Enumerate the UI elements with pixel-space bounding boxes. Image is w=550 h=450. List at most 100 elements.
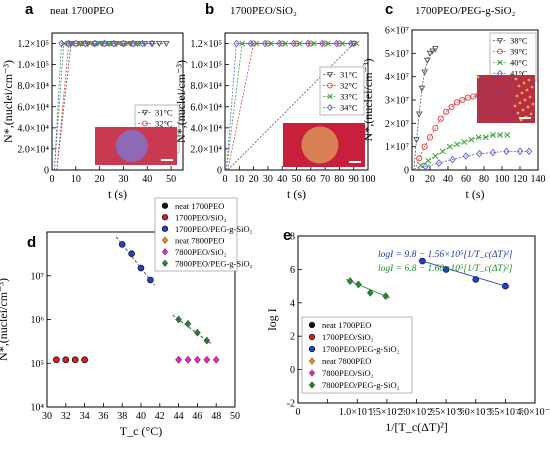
series-line (227, 43, 354, 171)
data-point (261, 39, 269, 48)
data-point (449, 155, 456, 164)
data-point (184, 319, 192, 328)
fit-line (115, 236, 155, 286)
y-tick-label: 1.2×10⁵ (17, 39, 49, 50)
y-axis-label: N*,(nuclei/cm⁻³) (361, 59, 375, 142)
data-point (203, 355, 211, 364)
data-point (516, 147, 524, 156)
legend-box (301, 316, 413, 394)
y-tick-label: 4 (290, 298, 295, 309)
data-point (413, 137, 420, 144)
y-tick-label: 4×10⁷ (385, 72, 410, 83)
inset-particle (481, 92, 485, 96)
data-point (453, 99, 461, 106)
inset-particle (476, 75, 480, 79)
data-point (110, 39, 118, 48)
legend-marker (497, 59, 503, 66)
x-tick-label: 90 (349, 174, 359, 185)
legend-label: 7800PEO/PEG-g-SiO₂ (322, 380, 400, 390)
data-point (490, 132, 496, 138)
data-point (347, 39, 355, 48)
data-point (212, 355, 220, 364)
x-tick-label: 10 (234, 174, 244, 185)
y-tick-label: -2 (287, 399, 295, 410)
x-tick-label: 40 (443, 174, 453, 185)
y-tick-label: 10⁴ (31, 403, 45, 414)
x-tick-label: 120 (513, 174, 528, 185)
micrograph-inset-a (95, 127, 177, 165)
data-point (421, 69, 428, 76)
panel-letter: c (385, 1, 393, 18)
x-tick-label: 40 (277, 174, 287, 185)
legend-label: 31°C (340, 70, 358, 80)
x-tick-label: 10 (71, 174, 81, 185)
data-point (437, 115, 444, 122)
data-point (435, 159, 443, 167)
panel-d: d 30 32 34 36 38 40 42 44 46 48 50 10⁴ 10⁵ 10⁶ 10⁷ T_c (… (0, 197, 253, 438)
y-tick-label: 1.2×10⁵ (190, 39, 222, 50)
legend-marker (308, 357, 316, 365)
legend-marker (326, 72, 334, 78)
inset-particle (502, 117, 506, 121)
x-tick-label: 20 (249, 174, 259, 185)
legend-label: 34°C (340, 103, 358, 113)
inset-scale-bar (519, 117, 531, 119)
inset-particle (487, 106, 491, 110)
legend-label: neat 1700PEO (175, 201, 224, 211)
inset-particle (499, 110, 503, 114)
fit-line (418, 259, 510, 288)
inset-particle (505, 80, 509, 84)
inset-particle (482, 109, 486, 113)
panel-a: a neat 1700PEO 0 10 20 30 40 50 0 2.0×10⁴ 4.0×10⁴ 6… (1, 1, 184, 201)
x-tick-label: 60 (461, 174, 471, 185)
x-tick-label: 38 (117, 411, 127, 422)
data-point (58, 39, 65, 48)
inset-particle (498, 93, 502, 97)
data-point (475, 134, 482, 141)
legend-marker (142, 120, 148, 127)
x-tick-label: 36 (98, 411, 108, 422)
data-point (129, 39, 137, 48)
x-axis-label: 1/[T_c(ΔT)²] (385, 420, 448, 434)
y-tick-label: 0 (44, 166, 49, 177)
x-axis-label: t (s) (108, 187, 127, 201)
data-point (448, 103, 455, 111)
legend-label: neat 7800PEO (175, 235, 224, 245)
legend-marker (161, 247, 169, 256)
legend-box (154, 197, 238, 272)
legend-marker (327, 93, 333, 100)
legend-label: neat 7800PEO (322, 356, 371, 366)
y-tick-label: 6.0×10⁴ (17, 102, 49, 113)
x-tick-label: 50 (292, 174, 302, 185)
data-point (106, 40, 113, 47)
legend-label: 1700PEO/SiO₂ (322, 332, 374, 342)
data-point (454, 141, 460, 148)
y-tick-label: 1×10⁷ (385, 142, 410, 153)
series-line (226, 43, 357, 171)
legend: 38°C39°C40°C41°C (489, 32, 537, 82)
y-tick-label: 6 (290, 265, 295, 276)
panel-letter: d (27, 234, 36, 251)
inset-particle (494, 93, 498, 97)
inset-particle (531, 102, 535, 106)
data-point (71, 356, 79, 364)
data-point (489, 148, 497, 157)
x-tick-label: 48 (211, 411, 221, 422)
x-tick-label: 80 (334, 174, 344, 185)
data-point (366, 288, 374, 297)
data-point (426, 50, 434, 57)
legend-label: 1700PEO/PEG-g-SiO₂ (322, 344, 400, 354)
x-tick-label: 40 (136, 411, 146, 422)
inset-particle (529, 112, 533, 116)
fit-line (345, 278, 390, 299)
y-tick-label: 8.0×10⁴ (17, 81, 49, 92)
inset-particle (477, 112, 481, 116)
panel-letter: e (283, 227, 291, 244)
data-point (134, 40, 141, 47)
data-point (504, 132, 511, 138)
annotation: logI = 6.8 − 1.60×10⁵[1/T_c(ΔT)²] (378, 263, 513, 274)
x-tick-label: 0 (296, 407, 301, 418)
fit-line (172, 314, 212, 344)
data-point (148, 41, 156, 48)
